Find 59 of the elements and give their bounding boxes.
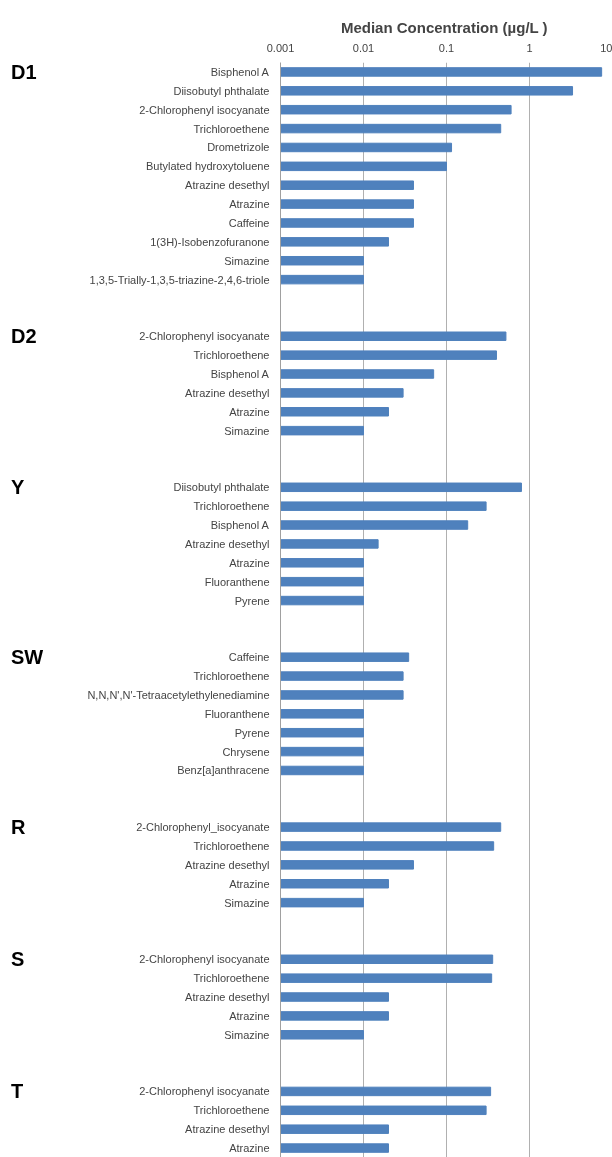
x-tick-label: 0.1 <box>438 41 455 54</box>
y-tick-label: Simazine <box>224 896 270 909</box>
text: D2 <box>11 325 37 348</box>
x-axis-title: Median Concentration (µg/L ) <box>340 18 548 36</box>
text: S <box>11 948 25 971</box>
y-tick-label: Trichloroethene <box>193 500 270 513</box>
y-tick-label: Atrazine <box>229 405 270 418</box>
y-tick-label: Simazine <box>224 1028 270 1041</box>
y-tick-label: Trichloroethene <box>193 839 270 852</box>
y-tick-label: Trichloroethene <box>193 349 270 362</box>
text: T <box>11 1080 24 1103</box>
y-tick-label: Trichloroethene <box>193 1104 270 1117</box>
y-tick-label: Fluoranthene <box>204 575 270 588</box>
y-tick-label: Simazine <box>224 424 270 437</box>
y-tick-label: 2-Chlorophenyl isocyanate <box>139 1085 270 1098</box>
text: R <box>11 816 26 839</box>
y-tick-label: Atrazine <box>229 877 270 890</box>
y-tick-label: Simazine <box>224 254 270 267</box>
y-tick-label: Caffeine <box>228 651 270 664</box>
y-tick-label: Atrazine desethyl <box>185 537 270 550</box>
x-tick-label: 1 <box>526 41 533 54</box>
y-tick-label: Trichloroethene <box>193 670 270 683</box>
x-tick-label: 10 <box>600 41 612 54</box>
x-tick-label: 0.001 <box>266 41 295 54</box>
y-tick-label: Bisphenol A <box>210 519 270 532</box>
y-tick-label: 2-Chlorophenyl isocyanate <box>139 330 270 343</box>
y-tick-label: Atrazine desethyl <box>185 858 270 871</box>
y-tick-label: 1(3H)-Isobenzofuranone <box>150 235 270 248</box>
y-tick-label: Butylated hydroxytoluene <box>145 160 270 173</box>
y-tick-label: Atrazine desethyl <box>185 179 270 192</box>
text: Y <box>11 476 25 499</box>
y-tick-label: Atrazine <box>229 1009 270 1022</box>
y-tick-label: Trichloroethene <box>193 972 270 985</box>
y-tick-label: Atrazine <box>229 1142 270 1155</box>
x-tick-label: 0.01 <box>352 41 375 54</box>
y-tick-label: Diisobutyl phthalate <box>173 84 270 97</box>
y-tick-label: Atrazine desethyl <box>185 1123 270 1136</box>
y-tick-label: Atrazine desethyl <box>185 991 270 1004</box>
y-tick-label: Trichloroethene <box>193 122 270 135</box>
y-tick-label: Atrazine <box>229 198 270 211</box>
text: SW <box>11 646 44 669</box>
y-tick-label: Atrazine desethyl <box>185 386 270 399</box>
y-tick-label: Drometrizole <box>207 141 270 154</box>
text: D1 <box>11 60 37 83</box>
y-tick-label: 1,3,5-Trially-1,3,5-triazine-2,4,6-triole <box>89 273 270 286</box>
y-tick-label: 2-Chlorophenyl isocyanate <box>139 103 270 116</box>
y-tick-label: Pyrene <box>234 594 270 607</box>
y-tick-label: N,N,N',N'-Tetraacetylethylenediamine <box>87 688 270 701</box>
y-tick-label: Caffeine <box>228 216 270 229</box>
y-tick-label: Chrysene <box>222 745 270 758</box>
y-tick-label: Atrazine <box>229 556 270 569</box>
y-tick-label: Bisphenol A <box>210 368 270 381</box>
y-tick-label: 2-Chlorophenyl_isocyanate <box>136 821 270 834</box>
y-tick-label: Fluoranthene <box>204 707 270 720</box>
y-tick-label: Diisobutyl phthalate <box>173 481 270 494</box>
y-tick-label: Bisphenol A <box>210 65 270 78</box>
y-tick-label: Pyrene <box>234 726 270 739</box>
y-tick-label: 2-Chlorophenyl isocyanate <box>139 953 270 966</box>
y-tick-label: Benz[a]anthracene <box>177 764 270 777</box>
